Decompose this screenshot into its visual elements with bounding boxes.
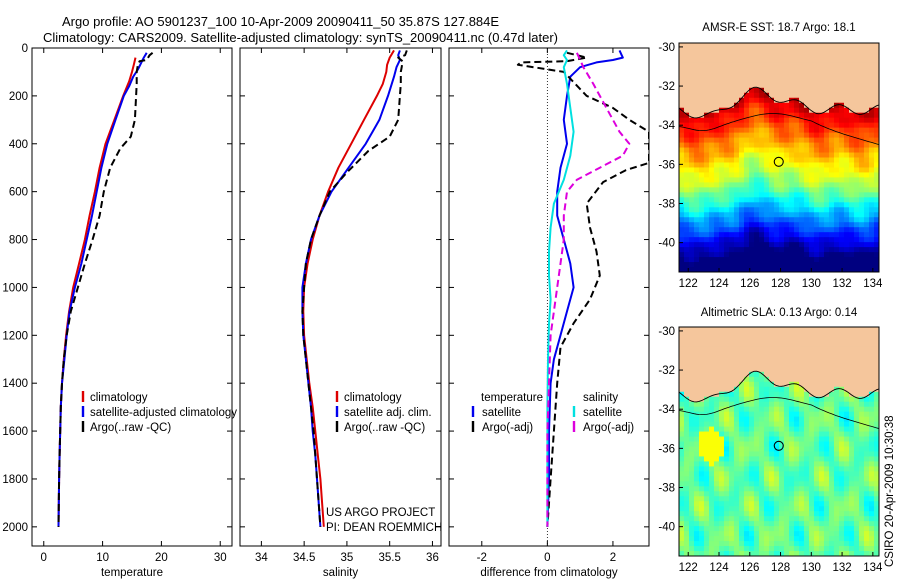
sst-map-xtick-label: 126 (740, 278, 759, 290)
salinity-series-climatology (302, 49, 395, 527)
temperature-axes-box (31, 47, 233, 547)
sla-map-argo-location-marker (773, 440, 784, 451)
difference-legend-label: Argo(-adj) (482, 422, 533, 434)
sla-map-ytick-label: -30 (658, 326, 675, 338)
salinity-xtick-label: 34 (255, 552, 268, 564)
salinity-xtick-label: 35 (341, 552, 354, 564)
sla-map-frame (678, 326, 880, 557)
temperature-xtick-label: 30 (214, 552, 227, 564)
temperature-legend-label: climatology (90, 392, 148, 404)
difference-series-salinity-argo-adj (546, 52, 631, 527)
sla-map-ytick-label: -36 (658, 443, 675, 455)
salinity-legend-label: Argo(..raw -QC) (344, 422, 425, 434)
depth-tick-label: 1800 (2, 474, 28, 486)
sla-map-xtick-label: 132 (832, 562, 851, 574)
credit-line-2: PI: DEAN ROEMMICH (326, 522, 442, 534)
difference-xtick-label: 0 (544, 552, 550, 564)
sst-map-ytick-label: -36 (658, 159, 675, 171)
salinity-legend-label: climatology (344, 392, 402, 404)
difference-legend-label: satellite (482, 407, 521, 419)
salinity-xtick-label: 34.5 (293, 552, 315, 564)
difference-series-temperature-argo-adj (516, 51, 649, 527)
salinity-series-argo-raw-qc (301, 50, 408, 527)
depth-tick-label: 1200 (2, 330, 28, 342)
salinity-panel: 34 34.5 35 35.5 36 salinity climatology satelli… (239, 47, 442, 579)
salinity-xtick-label: 35.5 (378, 552, 400, 564)
figure-title-line1: Argo profile: AO 5901237_100 10-Apr-2009… (62, 14, 500, 29)
depth-tick-label: 200 (9, 91, 28, 103)
sla-map-xtick-label: 122 (679, 562, 698, 574)
temperature-xtick-label: 0 (41, 552, 47, 564)
sla-map-ytick-label: -32 (658, 365, 675, 377)
sst-map-xtick-label: 132 (832, 278, 851, 290)
salinity-xlabel: salinity (323, 567, 358, 579)
sst-map: AMSR-E SST: 18.7 Argo: 18.1 122 124 126 128 1… (658, 22, 883, 290)
sla-map: Altimetric SLA: 0.13 Argo: 0.14 122 124 126… (658, 307, 883, 574)
sst-map-ytick-label: -34 (658, 120, 675, 132)
difference-panel: -2 0 2 difference from climatology temperatu… (448, 47, 650, 579)
sla-map-xtick-label: 128 (771, 562, 790, 574)
sst-map-xtick-label: 128 (771, 278, 790, 290)
sla-map-xtick-label: 134 (863, 562, 883, 574)
salinity-series-satellite-adj-clim (301, 50, 401, 527)
difference-series-temperature-satellite (546, 49, 624, 527)
temperature-xtick-label: 20 (155, 552, 168, 564)
legend-header-salinity: salinity (583, 392, 618, 404)
depth-tick-label: 600 (9, 187, 28, 199)
salinity-legend-label: satellite adj. clim. (344, 407, 432, 419)
sst-map-field (679, 43, 879, 272)
sla-map-xtick-label: 130 (802, 562, 821, 574)
sst-map-xtick-label: 122 (679, 278, 698, 290)
sst-map-ytick-label: -30 (658, 42, 675, 54)
temperature-legend-label: satellite-adjusted climatology (90, 407, 237, 419)
difference-xtick-label: 2 (610, 552, 616, 564)
sst-map-argo-location-marker (773, 156, 784, 167)
sst-map-ytick-label: -40 (658, 238, 675, 250)
legend-header-temperature: temperature (481, 392, 543, 404)
sst-map-xtick-label: 130 (802, 278, 821, 290)
sst-map-contour (679, 113, 879, 145)
sla-map-coastline (679, 370, 879, 403)
sst-map-title: AMSR-E SST: 18.7 Argo: 18.1 (702, 22, 855, 34)
temperature-panel: 0 10 20 30 temperature 0 200 400 600 800 1000 1200 1… (2, 43, 237, 579)
sla-map-contour (679, 397, 879, 429)
sla-map-xtick-label: 124 (709, 562, 729, 574)
sla-map-xtick-label: 126 (740, 562, 759, 574)
credit-line-1: US ARGO PROJECT (326, 507, 435, 519)
difference-legend-label: Argo(-adj) (583, 422, 634, 434)
depth-tick-label: 800 (9, 235, 28, 247)
sst-map-xtick-label: 134 (863, 278, 883, 290)
sst-map-coastline (679, 86, 879, 119)
sst-map-ytick-label: -38 (658, 198, 675, 210)
sst-map-frame (678, 42, 880, 273)
sla-map-field (679, 327, 879, 556)
sla-map-title: Altimetric SLA: 0.13 Argo: 0.14 (701, 307, 858, 319)
temperature-xlabel: temperature (101, 567, 163, 579)
temperature-series-argo-raw-qc (57, 52, 154, 527)
sla-map-ytick-label: -34 (658, 404, 675, 416)
temperature-legend-label: Argo(..raw -QC) (90, 422, 171, 434)
difference-xlabel: difference from climatology (480, 567, 617, 579)
sst-map-ytick-label: -32 (658, 81, 675, 93)
depth-tick-label: 1600 (2, 426, 28, 438)
depth-tick-label: 1000 (2, 282, 28, 294)
sla-map-ytick-label: -40 (658, 522, 675, 534)
salinity-xtick-label: 36 (426, 552, 439, 564)
salinity-axes-box (239, 47, 442, 547)
depth-tick-label: 0 (22, 43, 28, 55)
difference-series-salinity-satellite (546, 49, 575, 527)
sla-map-ytick-label: -38 (658, 482, 675, 494)
depth-tick-label: 400 (9, 139, 28, 151)
sst-map-xtick-label: 124 (709, 278, 729, 290)
difference-legend-label: satellite (583, 407, 622, 419)
depth-tick-label: 1400 (2, 378, 28, 390)
figure-title-line2: Climatology: CARS2009. Satellite-adjuste… (43, 30, 558, 45)
temperature-xtick-label: 10 (96, 552, 109, 564)
difference-xtick-label: -2 (477, 552, 487, 564)
depth-tick-label: 2000 (2, 522, 28, 534)
